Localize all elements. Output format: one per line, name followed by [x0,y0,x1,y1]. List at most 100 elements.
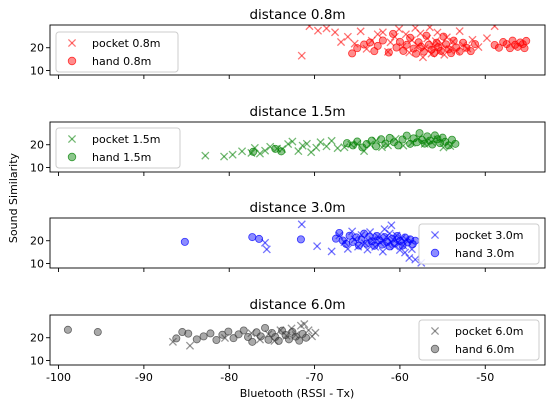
data-point-pocket [333,144,342,153]
data-point-hand [471,40,480,49]
data-point-pocket [373,30,382,39]
data-point-hand [277,147,286,156]
data-point-hand [447,49,456,58]
data-point-pocket [353,139,362,148]
data-points [180,220,426,267]
data-point-pocket [311,328,320,337]
y-tick-label: 20 [30,42,44,55]
legend-box [418,223,540,265]
data-point-hand [372,142,381,151]
data-point-hand [367,237,376,246]
data-point-pocket [300,320,309,329]
legend-marker-x-icon [67,38,77,48]
data-point-pocket [482,34,492,43]
data-point-hand [248,337,257,346]
subplot-1: distance 0.8m 10 20 pocket 0.8m hand 0.8m [30,7,546,79]
data-point-hand [439,32,448,41]
x-tick-label: -90 [135,371,153,384]
legend-label: hand 1.5m [92,151,151,164]
data-point-hand [423,132,432,141]
data-point-hand [360,40,369,49]
y-tick-label: 10 [30,161,44,174]
data-point-hand [417,42,426,51]
data-point-hand [353,44,362,53]
y-tick-label: 20 [30,332,44,345]
data-point-pocket [313,26,323,35]
data-point-pocket [400,248,410,257]
legend-label: hand 0.8m [92,55,151,68]
subplot-title: distance 3.0m [249,200,345,216]
data-point-hand [372,231,381,240]
legend-label: hand 6.0m [455,343,514,356]
data-point-hand [296,235,305,244]
data-point-hand [395,37,404,46]
data-point-pocket [367,36,376,45]
data-point-hand [256,332,265,341]
x-tick-label: -70 [306,371,324,384]
data-point-pocket [395,25,404,34]
data-point-hand [295,336,304,345]
data-point-hand [184,329,193,338]
data-point-hand [384,48,393,57]
data-point-pocket [201,151,210,160]
data-point-hand [419,47,428,56]
data-point-hand [248,233,257,242]
data-point-hand [438,133,447,142]
data-point-hand [389,29,398,38]
legend-label: pocket 1.5m [92,133,161,146]
data-point-pocket [340,238,349,247]
data-point-hand [378,36,387,45]
data-point-hand [422,31,431,40]
data-points [201,129,460,161]
data-point-pocket [362,44,371,53]
data-point-pocket [261,146,270,155]
x-axis-label: Bluetooth (RSSI - Tx) [240,387,355,400]
axes-frame [49,121,546,173]
data-point-pocket [336,37,346,47]
data-point-pocket [350,39,359,48]
subplot-4: distance 6.0m 10 20 pocket 6.0m hand 6.0m [30,297,546,369]
data-point-pocket [284,139,293,149]
data-point-pocket [313,242,322,251]
subplot-title: distance 6.0m [249,297,345,313]
data-point-hand [249,147,258,156]
data-point-hand [252,328,261,337]
data-point-hand [199,332,208,341]
data-point-hand [520,44,529,53]
data-point-hand [342,239,351,248]
data-point-hand [224,327,233,336]
data-point-pocket [411,255,420,264]
legend-label: pocket 6.0m [455,325,524,338]
data-point-hand [522,36,531,45]
data-point-hand [180,237,189,246]
data-point-hand [370,241,379,250]
data-point-pocket [468,35,477,44]
legend-label: hand 3.0m [455,247,514,260]
data-point-pocket [378,247,387,256]
data-point-pocket [297,220,306,229]
data-point-hand [239,326,248,335]
data-point-hand [402,131,411,140]
data-point-hand [366,38,375,47]
data-point-pocket [385,229,394,238]
data-point-hand [342,139,351,148]
data-point-hand [192,335,201,344]
data-point-pocket [395,245,404,255]
data-point-pocket [302,139,311,148]
data-point-pocket [327,136,336,145]
legend-marker-circle-icon [67,152,77,162]
data-point-pocket [316,138,325,147]
data-point-hand [411,236,420,245]
data-point-pocket [288,137,297,146]
data-point-hand [284,335,293,344]
y-tick-label: 20 [30,139,44,152]
subplot-title: distance 0.8m [249,7,345,23]
legend: pocket 1.5m hand 1.5m [55,127,181,169]
legend: pocket 6.0m hand 6.0m [418,319,540,361]
data-point-hand [365,232,374,241]
legend: pocket 3.0m hand 3.0m [418,223,540,265]
data-point-hand [381,139,390,148]
data-point-pocket [350,235,359,244]
y-tick-label: 20 [30,235,44,248]
